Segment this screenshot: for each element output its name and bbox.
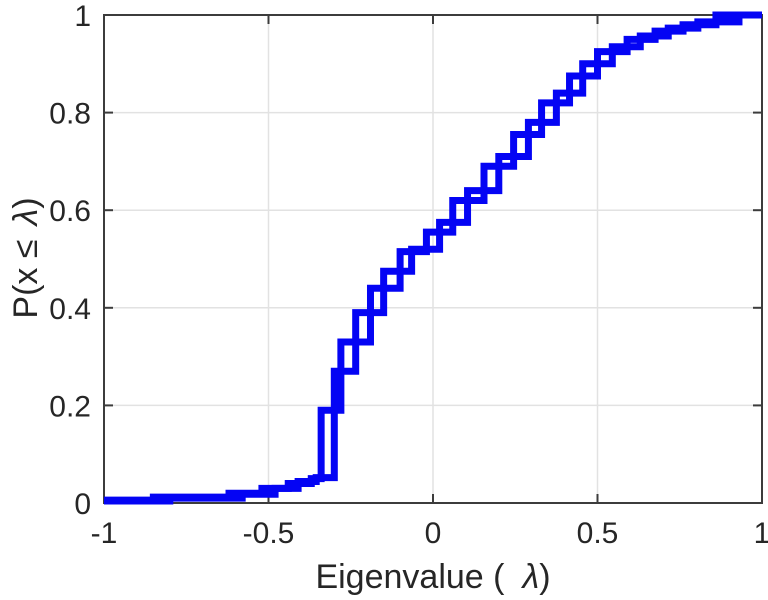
ecdf-curve-2 bbox=[104, 11, 762, 505]
y-tick-label: 0.2 bbox=[49, 390, 91, 423]
y-axis-label: P(x ≤λ) bbox=[7, 197, 45, 318]
x-tick-label: -1 bbox=[91, 517, 118, 550]
x-tick-label: -0.5 bbox=[243, 517, 295, 550]
x-tick-label: 0.5 bbox=[577, 517, 619, 550]
y-tick-label: 1 bbox=[74, 0, 91, 33]
x-tick-label: 0 bbox=[425, 517, 442, 550]
y-tick-label: 0 bbox=[74, 488, 91, 521]
y-tick-label: 0.8 bbox=[49, 98, 91, 131]
y-tick-label: 0.6 bbox=[49, 195, 91, 228]
x-tick-label: 1 bbox=[754, 517, 768, 550]
y-tick-label: 0.4 bbox=[49, 293, 91, 326]
x-axis-label: Eigenvalue (λ) bbox=[315, 558, 550, 596]
